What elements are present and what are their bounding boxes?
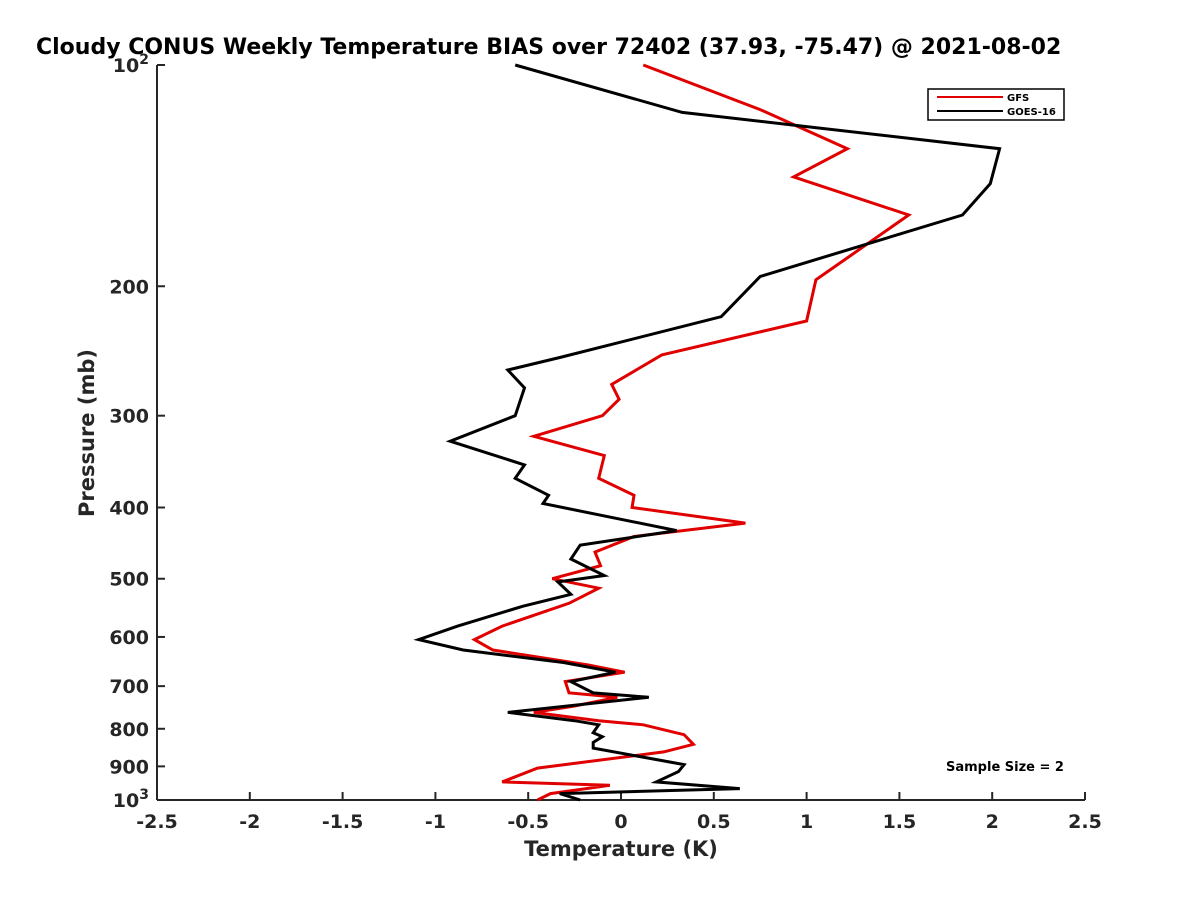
legend-label-gfs: GFS xyxy=(1007,93,1029,104)
x-axis-label: Temperature (K) xyxy=(524,837,718,861)
x-tick-label: 2.5 xyxy=(1068,811,1102,833)
legend-label-goes16: GOES-16 xyxy=(1007,107,1056,118)
y-axis-label: Pressure (mb) xyxy=(75,349,99,517)
y-tick-label: 400 xyxy=(109,498,149,520)
y-axis-ticks: 102 200 300 400 500 600 700 800 900 103 xyxy=(109,52,165,812)
x-tick-label: -2.5 xyxy=(136,811,178,833)
x-tick-label: -1 xyxy=(425,811,446,833)
x-tick-label: -2 xyxy=(239,811,260,833)
y-tick-label: 200 xyxy=(109,276,149,298)
sample-size-annotation: Sample Size = 2 xyxy=(946,760,1064,775)
y-tick-label: 600 xyxy=(109,627,149,649)
y-tick-label: 103 xyxy=(113,787,149,812)
x-tick-label: 0.5 xyxy=(697,811,731,833)
series-line-gfs xyxy=(471,63,913,802)
y-tick-label: 300 xyxy=(109,406,149,428)
series-line-goes16 xyxy=(413,63,1002,802)
x-tick-label: 0 xyxy=(614,811,627,833)
y-tick-label: 102 xyxy=(113,52,149,77)
x-tick-label: -0.5 xyxy=(507,811,549,833)
legend-box xyxy=(927,88,1065,121)
y-tick-label: 700 xyxy=(109,676,149,698)
x-tick-label: 2 xyxy=(986,811,999,833)
y-tick-label: 800 xyxy=(109,719,149,741)
y-tick-label: 900 xyxy=(109,756,149,778)
legend: GFS GOES-16 xyxy=(927,88,1065,121)
y-tick-label: 500 xyxy=(109,569,149,591)
chart-title: Cloudy CONUS Weekly Temperature BIAS ove… xyxy=(36,35,1061,60)
x-tick-label: 1 xyxy=(800,811,813,833)
x-tick-label: 1.5 xyxy=(883,811,917,833)
x-tick-label: -1.5 xyxy=(322,811,364,833)
series-lines xyxy=(413,63,1002,802)
x-axis-ticks: -2.5 -2 -1.5 -1 -0.5 0 0.5 1 1.5 2 2.5 xyxy=(136,792,1102,833)
